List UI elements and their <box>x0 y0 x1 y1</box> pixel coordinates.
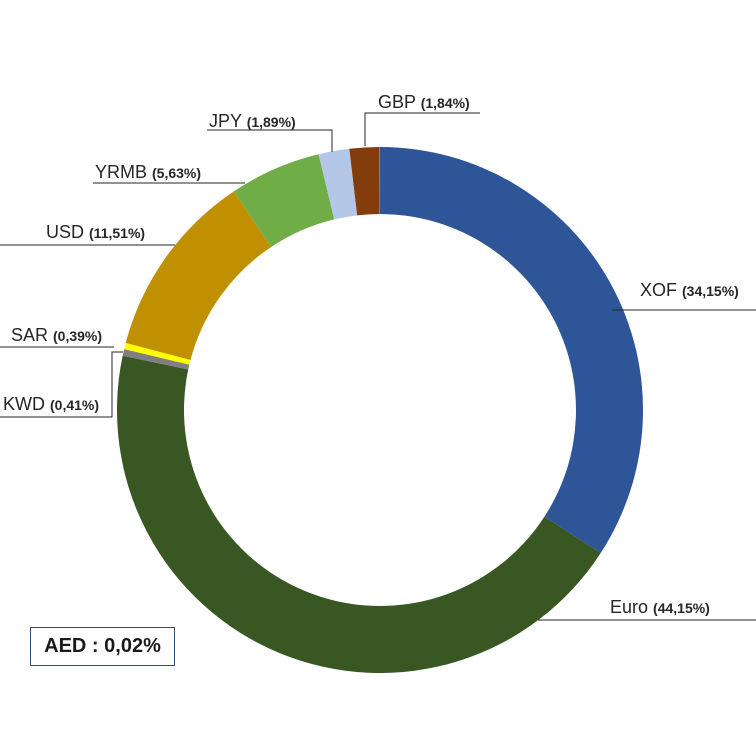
aed-annotation-text: AED : 0,02% <box>44 635 161 657</box>
label-pct-jpy: (1,89%) <box>247 114 296 130</box>
label-name-yrmb: YRMB <box>95 162 152 182</box>
label-name-usd: USD <box>46 222 89 242</box>
label-usd: USD (11,51%) <box>46 222 145 242</box>
label-euro: Euro (44,15%) <box>610 597 710 617</box>
label-pct-kwd: (0,41%) <box>50 397 99 413</box>
label-gbp: GBP (1,84%) <box>378 92 470 112</box>
label-pct-xof: (34,15%) <box>682 283 739 299</box>
label-name-kwd: KWD <box>3 394 50 414</box>
donut-slices <box>116 147 644 674</box>
label-kwd: KWD (0,41%) <box>3 394 99 414</box>
label-name-xof: XOF <box>640 280 682 300</box>
slice-yrmb <box>233 154 335 248</box>
slice-euro <box>116 355 601 674</box>
slice-sar <box>124 342 191 365</box>
label-pct-euro: (44,15%) <box>653 600 710 616</box>
slice-xof <box>380 147 644 554</box>
label-jpy: JPY (1,89%) <box>209 111 296 131</box>
label-name-gbp: GBP <box>378 92 421 112</box>
leader-line-gbp <box>364 112 480 146</box>
leader-lines <box>0 112 756 621</box>
label-pct-usd: (11,51%) <box>89 225 145 241</box>
label-pct-yrmb: (5,63%) <box>152 165 201 181</box>
leader-line-jpy <box>207 129 333 152</box>
label-pct-sar: (0,39%) <box>53 328 102 344</box>
label-pct-gbp: (1,84%) <box>421 95 470 111</box>
label-yrmb: YRMB (5,63%) <box>95 162 201 182</box>
label-xof: XOF (34,15%) <box>640 280 739 300</box>
slice-gbp <box>349 147 380 216</box>
label-name-sar: SAR <box>11 325 53 345</box>
slice-jpy <box>318 148 358 220</box>
aed-annotation-box: AED : 0,02% <box>30 627 175 666</box>
slice-labels: XOF (34,15%) Euro (44,15%) KWD (0,41%) SAR … <box>3 92 739 617</box>
slice-usd <box>125 191 272 360</box>
label-name-jpy: JPY <box>209 111 247 131</box>
label-sar: SAR (0,39%) <box>11 325 102 345</box>
label-name-euro: Euro <box>610 597 653 617</box>
leader-line-kwd <box>0 351 123 418</box>
slice-kwd <box>122 349 190 370</box>
